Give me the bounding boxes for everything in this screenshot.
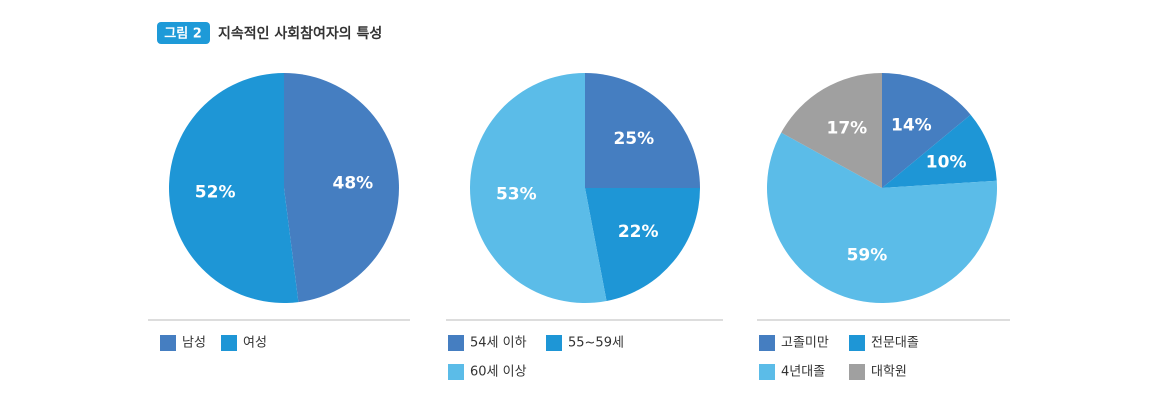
legend-swatch — [849, 364, 865, 380]
legend-label: 여성 — [243, 336, 267, 351]
value-label: 53% — [496, 184, 537, 204]
legend-swatch — [448, 364, 464, 380]
value-label: 17% — [827, 119, 868, 139]
legend-label: 60세 이상 — [470, 365, 527, 380]
figure-label: 그림 2 — [164, 27, 202, 42]
legend-label: 55~59세 — [568, 336, 624, 351]
pie-slice — [284, 73, 400, 303]
legend-swatch — [546, 335, 562, 351]
value-label: 22% — [618, 222, 659, 242]
value-label: 48% — [333, 174, 374, 194]
pie-slice — [585, 188, 700, 301]
legend-label: 대학원 — [871, 365, 907, 380]
pie-slice — [169, 73, 299, 303]
legend-label: 4년대졸 — [781, 365, 825, 380]
legend-label: 54세 이하 — [470, 336, 527, 351]
pie-slice — [781, 73, 882, 188]
legend-swatch — [849, 335, 865, 351]
legend-label: 전문대졸 — [871, 336, 919, 351]
value-label: 52% — [195, 182, 236, 202]
pie-slice — [882, 114, 997, 188]
legend-swatch — [221, 335, 237, 351]
pie-slice — [469, 73, 607, 304]
legend-swatch — [160, 335, 176, 351]
figure-title: 지속적인 사회참여자의 특성 — [218, 25, 382, 42]
value-label: 10% — [926, 153, 967, 173]
legend-swatch — [448, 335, 464, 351]
legend-label: 고졸미만 — [781, 336, 829, 351]
value-label: 25% — [613, 129, 654, 149]
figure-label-box — [157, 22, 210, 44]
legend-swatch — [759, 364, 775, 380]
pie-slice — [767, 132, 997, 304]
legend-swatch — [759, 335, 775, 351]
value-label: 59% — [847, 245, 888, 265]
value-label: 14% — [891, 116, 932, 136]
pie-slice — [585, 73, 700, 188]
pie-slice — [882, 73, 971, 188]
legend-label: 남성 — [182, 336, 206, 351]
